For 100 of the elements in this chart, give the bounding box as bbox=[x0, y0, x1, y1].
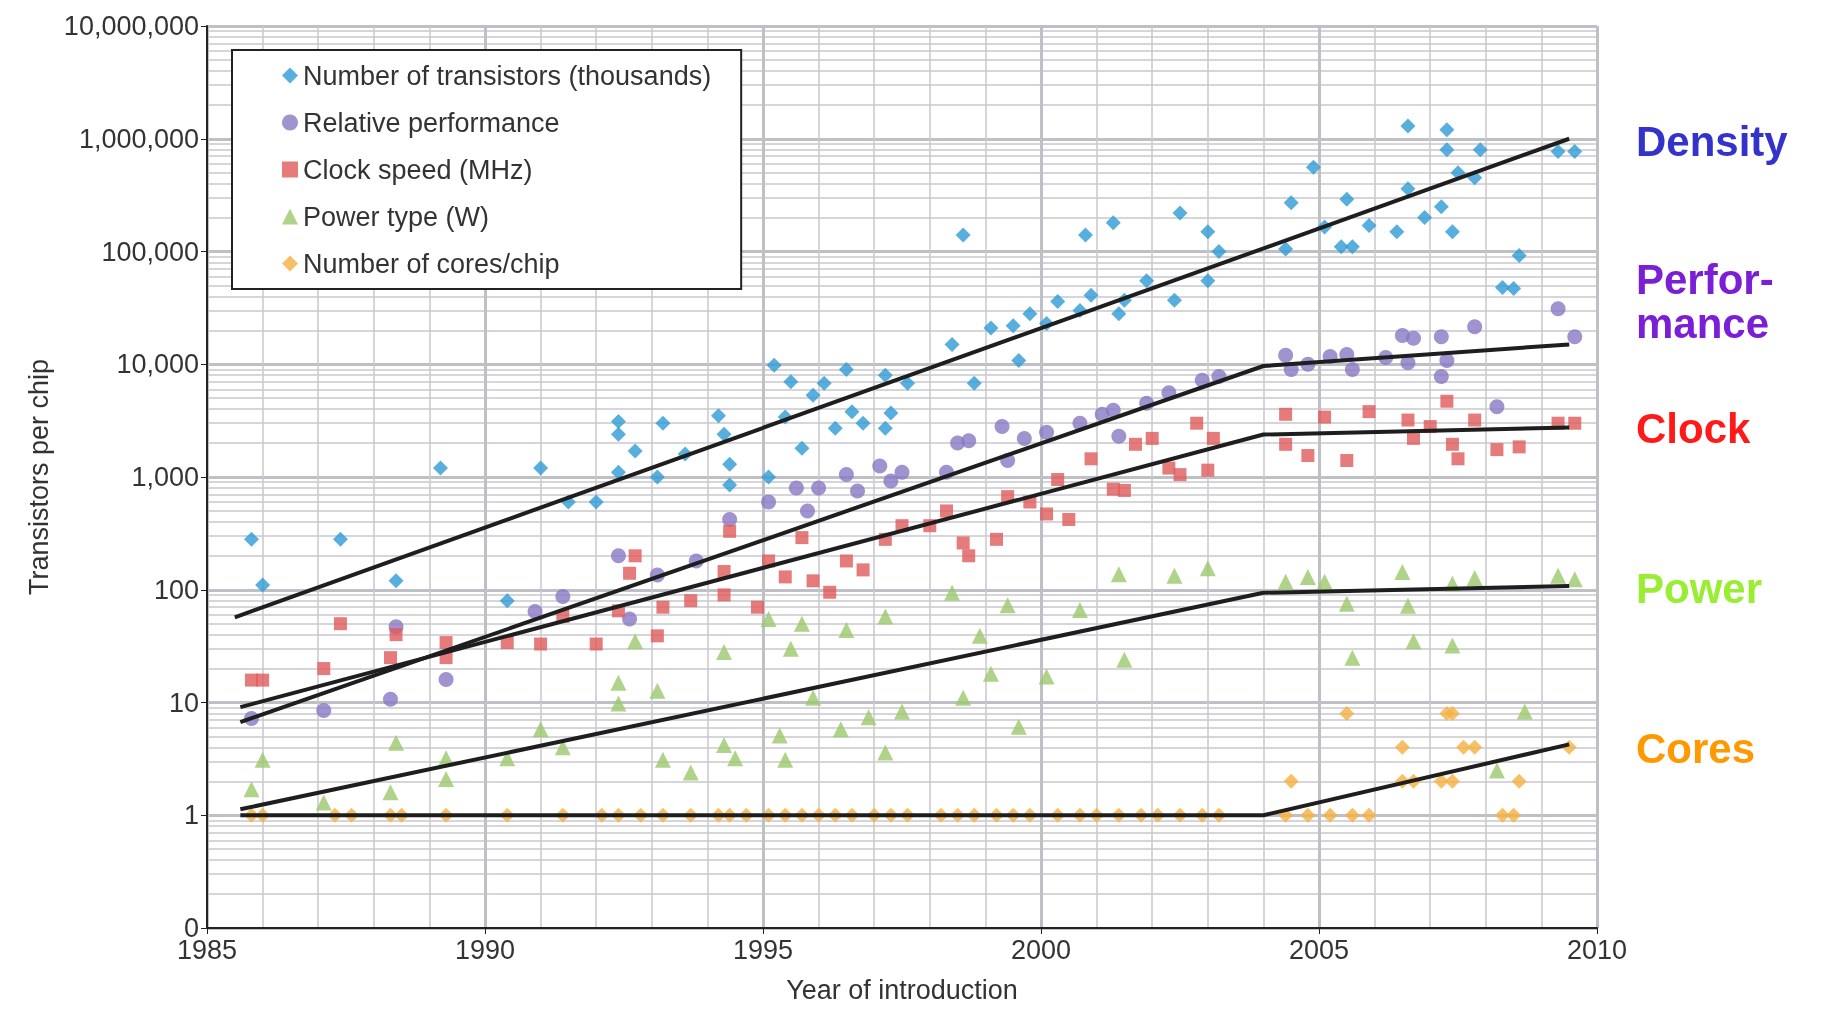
point bbox=[610, 548, 626, 564]
point bbox=[1166, 567, 1183, 584]
point bbox=[1278, 347, 1294, 363]
point bbox=[860, 709, 877, 726]
point bbox=[1199, 560, 1216, 577]
legend-label: Number of cores/chip bbox=[303, 248, 560, 279]
point bbox=[1516, 703, 1533, 720]
point bbox=[850, 483, 866, 499]
point bbox=[532, 721, 549, 738]
point bbox=[771, 727, 788, 744]
point bbox=[438, 770, 455, 787]
x-axis-title: Year of introduction bbox=[786, 974, 1018, 1005]
point bbox=[682, 764, 699, 781]
point bbox=[1550, 567, 1567, 584]
x-tick-label: 2000 bbox=[1010, 934, 1072, 965]
point bbox=[1111, 428, 1127, 444]
text: Clock bbox=[1636, 404, 1752, 452]
point bbox=[1567, 329, 1583, 345]
y-tick-label: 1,000,000 bbox=[78, 123, 199, 154]
y-tick-label: 10,000 bbox=[116, 349, 199, 380]
point bbox=[761, 494, 777, 510]
point bbox=[832, 721, 849, 738]
point bbox=[1550, 301, 1566, 317]
point bbox=[1299, 568, 1316, 585]
point bbox=[838, 621, 855, 638]
point bbox=[610, 674, 627, 691]
y-axis-title: Transistors per chip bbox=[24, 358, 55, 596]
point bbox=[994, 419, 1010, 435]
point bbox=[961, 433, 977, 449]
point bbox=[1071, 602, 1088, 619]
y-tick-label: 1,000 bbox=[131, 462, 199, 492]
point bbox=[1116, 651, 1133, 668]
point bbox=[877, 608, 894, 625]
point bbox=[1433, 368, 1449, 384]
point bbox=[1489, 399, 1505, 415]
y-tick-label: 10,000,000 bbox=[63, 11, 199, 41]
point bbox=[1466, 570, 1483, 587]
y-tick-label: 1 bbox=[183, 800, 199, 831]
point bbox=[622, 611, 638, 627]
point bbox=[1338, 595, 1355, 612]
point bbox=[716, 736, 733, 753]
point bbox=[1010, 718, 1027, 735]
text: Power bbox=[1636, 564, 1763, 612]
x-tick-label: 1995 bbox=[732, 934, 794, 965]
point bbox=[1394, 563, 1411, 580]
point bbox=[1488, 762, 1505, 779]
point bbox=[1038, 668, 1055, 685]
point bbox=[610, 695, 627, 712]
point bbox=[243, 781, 260, 798]
text: Perfor- mance bbox=[1636, 255, 1774, 347]
point bbox=[777, 751, 794, 768]
point bbox=[1316, 573, 1333, 590]
point bbox=[722, 511, 738, 527]
y-tick-label: 100 bbox=[153, 574, 199, 605]
point bbox=[1444, 637, 1461, 654]
point bbox=[944, 584, 961, 601]
text: Cores bbox=[1636, 724, 1756, 772]
point bbox=[438, 671, 454, 687]
point bbox=[1277, 573, 1294, 590]
point bbox=[1406, 330, 1422, 346]
point bbox=[654, 751, 671, 768]
point bbox=[883, 473, 899, 489]
x-tick-label: 1990 bbox=[454, 934, 516, 965]
point bbox=[955, 689, 972, 706]
x-tick-label: 2005 bbox=[1288, 934, 1350, 965]
point bbox=[838, 467, 854, 483]
point bbox=[1405, 633, 1422, 650]
point bbox=[382, 784, 399, 801]
point bbox=[872, 458, 888, 474]
y-tick-label: 10 bbox=[168, 687, 199, 718]
point bbox=[811, 480, 827, 496]
point bbox=[1399, 597, 1416, 614]
point bbox=[982, 665, 999, 682]
point bbox=[315, 794, 332, 811]
point bbox=[1344, 361, 1360, 377]
legend-label: Relative performance bbox=[303, 107, 560, 138]
legend-label: Power type (W) bbox=[303, 201, 490, 232]
point bbox=[316, 702, 332, 718]
point bbox=[894, 464, 910, 480]
point bbox=[388, 734, 405, 751]
point bbox=[1110, 566, 1127, 583]
y-tick-label: 100,000 bbox=[101, 236, 199, 267]
point bbox=[555, 589, 571, 605]
x-tick-label: 2010 bbox=[1566, 934, 1628, 965]
point bbox=[999, 597, 1016, 614]
point bbox=[760, 611, 777, 628]
point bbox=[800, 503, 815, 519]
point bbox=[782, 640, 799, 657]
point bbox=[1105, 402, 1121, 418]
point bbox=[1344, 649, 1361, 666]
point bbox=[1016, 430, 1032, 446]
point bbox=[1433, 329, 1449, 345]
point bbox=[727, 750, 744, 767]
point bbox=[877, 744, 894, 761]
point bbox=[1439, 352, 1455, 368]
point bbox=[1467, 319, 1483, 335]
text: Density bbox=[1636, 117, 1789, 165]
point bbox=[649, 682, 666, 699]
legend-label: Number of transistors (thousands) bbox=[303, 60, 712, 91]
point bbox=[627, 633, 644, 650]
